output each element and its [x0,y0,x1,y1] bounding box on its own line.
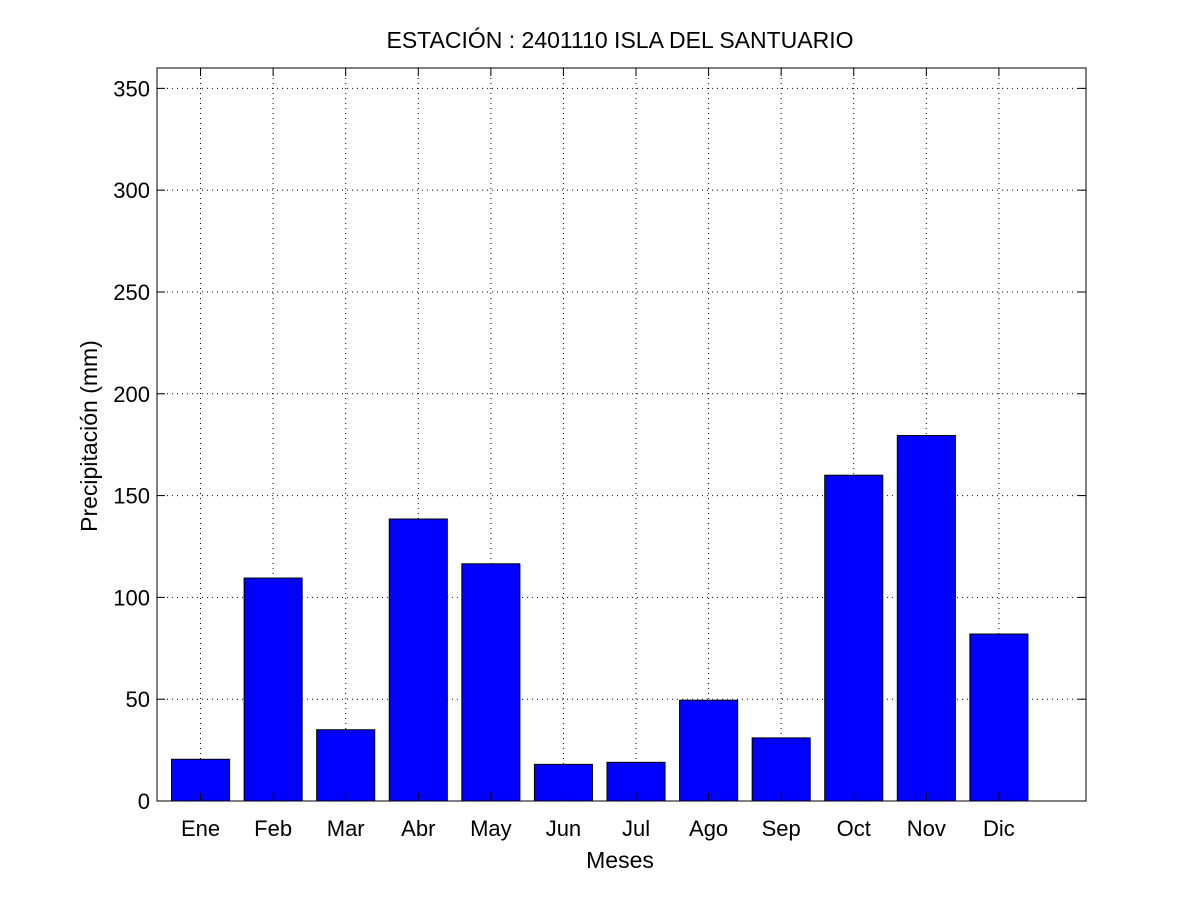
x-tick-label-oct: Oct [837,816,871,841]
x-axis-label: Meses [586,847,654,873]
x-tick-label-mar: Mar [327,816,365,841]
bar-ago [679,699,739,802]
y-tick-label: 250 [113,280,150,305]
bar-may [461,563,521,802]
axis-ticks: 0 50 100 150 200 250 300 350 Ene Feb Mar Abr May Jun J… [113,68,1086,841]
bar-abr [388,518,448,802]
x-tick-label-jun: Jun [546,816,581,841]
y-tick-label: 350 [113,76,150,101]
bar-oct [824,474,884,802]
x-tick-label-dic: Dic [983,816,1015,841]
y-tick-label: 50 [126,687,150,712]
bar-nov [896,435,956,802]
x-tick-label-jul: Jul [622,816,650,841]
y-tick-label: 200 [113,382,150,407]
x-tick-label-may: May [470,816,512,841]
x-tick-label-abr: Abr [401,816,435,841]
x-tick-label-sep: Sep [762,816,801,841]
bar-feb [243,577,303,802]
plot-area-frame [156,67,1087,802]
x-tick-label-nov: Nov [907,816,946,841]
bars [171,435,1029,802]
bar-sep [751,737,811,802]
x-tick-label-feb: Feb [254,816,292,841]
y-tick-label: 300 [113,178,150,203]
y-tick-label: 100 [113,585,150,610]
x-tick-label-ago: Ago [689,816,728,841]
x-tick-label-ene: Ene [181,816,220,841]
chart-title: ESTACIÓN : 2401110 ISLA DEL SANTUARIO [387,27,854,53]
bar-dic [969,633,1029,802]
bar-mar [316,729,376,802]
y-tick-label: 0 [138,789,150,814]
y-axis-label: Precipitación (mm) [76,340,102,532]
y-tick-label: 150 [113,484,150,509]
